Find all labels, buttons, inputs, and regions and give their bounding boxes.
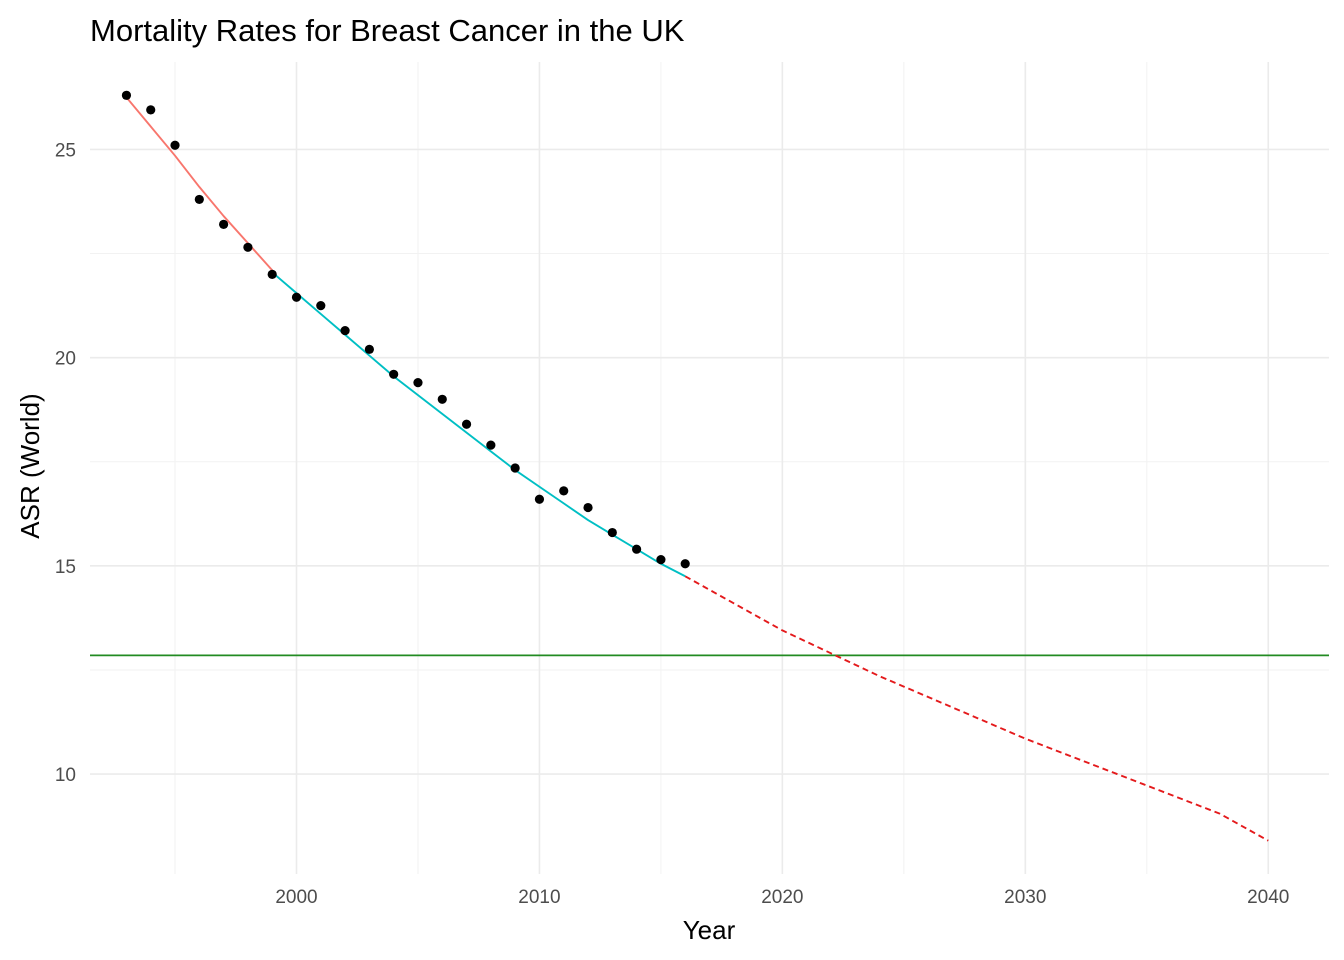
data-point-9 [340,325,350,336]
series-line-1 [271,271,686,578]
x-tick-label-0: 2000 [275,887,317,908]
data-point-15 [486,440,496,450]
data-point-2 [170,140,180,150]
data-point-4 [219,219,229,229]
data-point-0 [121,90,132,100]
data-point-10 [364,344,374,354]
x-tick-label-1: 2010 [518,887,560,908]
y-tick-label-3: 25 [55,140,76,161]
data-point-1 [146,105,156,115]
data-point-11 [389,369,399,379]
y-tick-label-0: 10 [55,765,76,786]
data-point-20 [607,527,617,538]
data-point-5 [243,242,253,252]
data-point-23 [680,559,690,569]
y-axis-title: ASR (World) [15,393,45,538]
observed-points-layer [121,90,690,569]
data-point-12 [413,378,423,388]
data-point-7 [291,292,302,302]
x-axis-tick-labels: 2000 2010 2020 2030 2040 [275,887,1289,908]
data-point-18 [559,486,569,496]
data-point-17 [534,494,545,504]
x-tick-label-3: 2030 [1004,887,1046,908]
x-axis-title: Year [683,915,736,945]
data-point-6 [267,269,277,279]
x-tick-label-4: 2040 [1247,887,1289,908]
y-axis-tick-labels: 10 15 20 25 [55,140,76,786]
grid [90,62,1329,874]
data-point-3 [194,194,204,205]
data-point-8 [316,301,326,311]
data-point-22 [656,555,666,565]
series-line-2 [684,575,1269,842]
chart-title: Mortality Rates for Breast Cancer in the… [90,13,685,48]
data-point-19 [583,502,593,513]
y-tick-label-2: 20 [55,349,76,370]
x-tick-label-2: 2020 [761,887,803,908]
series-layer [125,96,1269,842]
data-point-14 [461,419,472,429]
y-tick-label-1: 15 [55,557,76,578]
data-point-21 [632,544,642,554]
data-point-13 [437,394,447,404]
data-point-16 [510,463,520,473]
